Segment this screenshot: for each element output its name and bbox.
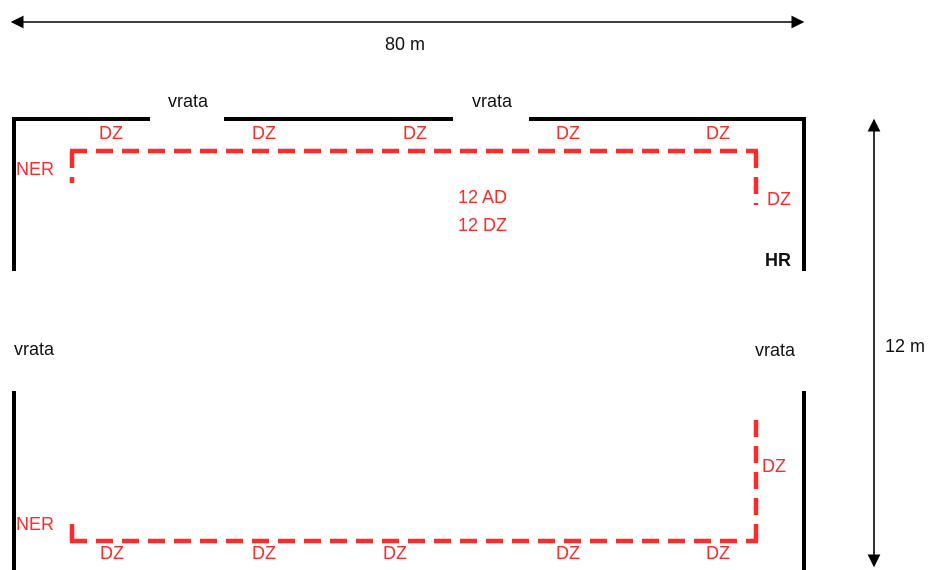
dz-label-top-2: DZ [252, 123, 276, 143]
dz-label-top-3: DZ [403, 123, 427, 143]
dz-label-top-4: DZ [556, 123, 580, 143]
dz-label-bottom-5: DZ [706, 543, 730, 563]
hr-label: HR [765, 250, 791, 270]
dz-label-bottom-3: DZ [383, 543, 407, 563]
dz-label-bottom-2: DZ [252, 543, 276, 563]
dz-label-bottom-1: DZ [100, 543, 124, 563]
door-label-top-left: vrata [168, 91, 209, 111]
height-dimension-label: 12 m [885, 336, 925, 356]
dz-label-top-1: DZ [99, 123, 123, 143]
ner-label-lower: NER [16, 514, 54, 534]
dz-label-bottom-4: DZ [556, 543, 580, 563]
dz-label-right-lower: DZ [762, 456, 786, 476]
dz-label-top-5: DZ [706, 123, 730, 143]
summary-line-dz: 12 DZ [458, 215, 507, 235]
building-walls [12, 117, 806, 570]
door-label-side-left: vrata [14, 339, 55, 359]
dz-label-right-upper: DZ [767, 189, 791, 209]
door-label-side-right: vrata [755, 340, 796, 360]
detector-routes [69, 148, 759, 544]
ner-label-upper: NER [16, 159, 54, 179]
summary-line-ad: 12 AD [458, 187, 507, 207]
door-label-top-right: vrata [472, 91, 513, 111]
width-dimension-label: 80 m [385, 34, 425, 54]
